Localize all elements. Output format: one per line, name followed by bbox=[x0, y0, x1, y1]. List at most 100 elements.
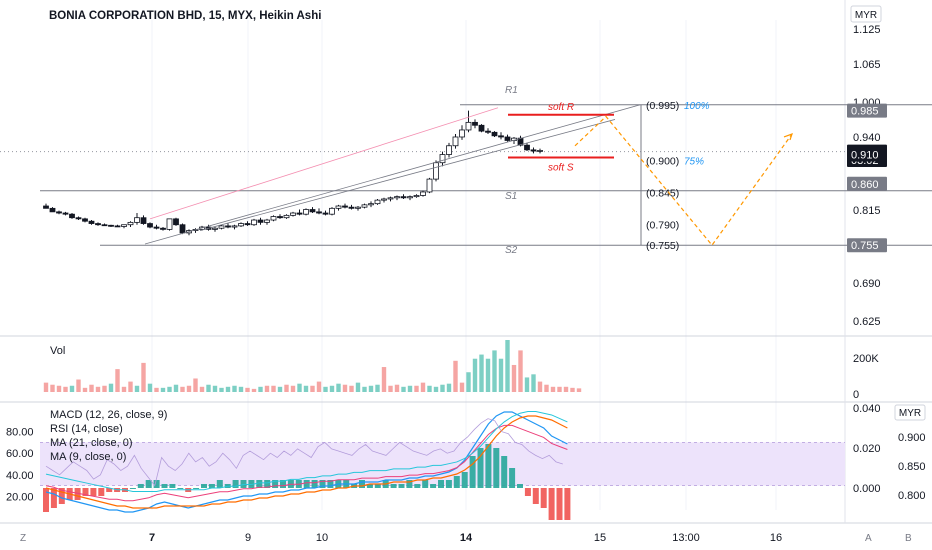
ma21-line bbox=[45, 424, 568, 502]
candle-body bbox=[75, 217, 82, 220]
macd-hist-bar bbox=[438, 480, 444, 488]
volume-bar bbox=[219, 387, 224, 392]
legend-ma21[interactable]: MA (21, close, 0) bbox=[50, 437, 133, 449]
volume-bar bbox=[479, 354, 484, 392]
ma9-line bbox=[45, 410, 568, 493]
fib-level-label: (0.900) bbox=[646, 155, 679, 167]
candle-body bbox=[491, 131, 498, 137]
volume-bar bbox=[245, 387, 250, 392]
volume-bar bbox=[466, 372, 471, 392]
fib-level-label: (0.755) bbox=[646, 240, 679, 252]
macd-hist-bar bbox=[517, 484, 523, 488]
candle-body bbox=[121, 224, 127, 227]
volume-bar bbox=[349, 385, 354, 392]
candle-body bbox=[335, 205, 342, 209]
macd-hist-bar bbox=[509, 468, 516, 488]
soft-level-label: soft S bbox=[548, 162, 574, 173]
candle-body bbox=[413, 195, 420, 198]
macd-hist-bar bbox=[82, 488, 89, 496]
macd-hist-bar bbox=[177, 488, 184, 489]
candle-body bbox=[231, 225, 238, 228]
volume-bar bbox=[76, 379, 81, 392]
volume-bar bbox=[173, 384, 179, 392]
macd-hist-bar bbox=[272, 480, 279, 488]
candle-body bbox=[485, 130, 491, 133]
candle-body bbox=[114, 225, 121, 228]
fib-level-label: (0.790) bbox=[646, 220, 679, 232]
volume-bar bbox=[82, 387, 88, 392]
candle-body bbox=[452, 136, 459, 147]
currency-badge[interactable]: MYR bbox=[850, 5, 882, 23]
candle-body bbox=[361, 204, 368, 208]
legend-rsi[interactable]: RSI (14, close) bbox=[50, 423, 123, 435]
fib-level-label: (0.995) bbox=[646, 100, 679, 112]
macd-hist-bar bbox=[232, 480, 239, 488]
volume-bar bbox=[206, 384, 211, 392]
ma-axis-badge-text: MYR bbox=[899, 408, 921, 419]
auto-scale-badge[interactable]: A bbox=[865, 533, 872, 544]
macd-hist-bar bbox=[422, 480, 429, 488]
macd-hist-bar bbox=[366, 484, 373, 488]
level-label-s1: S1 bbox=[505, 191, 517, 202]
rsi-band bbox=[40, 442, 845, 486]
candle-body bbox=[316, 211, 322, 214]
candle-body bbox=[439, 154, 446, 164]
volume-bar bbox=[141, 362, 146, 392]
volume-bar bbox=[485, 358, 491, 392]
volume-bar bbox=[69, 385, 75, 392]
macd-hist-bar bbox=[430, 484, 437, 488]
macd-hist-bar bbox=[193, 488, 200, 489]
log-scale-badge[interactable]: B bbox=[905, 533, 912, 544]
candle-body bbox=[303, 209, 309, 215]
overlay-layer: soft R soft S bbox=[144, 102, 793, 247]
legend-macd[interactable]: MACD (12, 26, close, 9) bbox=[50, 409, 167, 421]
volume-bar bbox=[492, 350, 497, 392]
volume-bar bbox=[108, 383, 114, 392]
volume-bar bbox=[284, 384, 289, 392]
macd-hist-bar bbox=[469, 456, 476, 488]
macd-hist-bar bbox=[453, 476, 460, 488]
candle-body bbox=[309, 209, 316, 213]
volume-bar bbox=[407, 385, 413, 392]
candles-layer bbox=[43, 110, 543, 236]
candle-body bbox=[108, 224, 114, 227]
indicator-layer bbox=[40, 410, 845, 520]
candle-body bbox=[446, 145, 452, 155]
candle-body bbox=[420, 191, 426, 196]
macd-hist-bar bbox=[256, 480, 263, 488]
macd-hist-bar bbox=[398, 484, 405, 488]
macd-hist-bar bbox=[414, 484, 421, 488]
macd-hist-bar bbox=[58, 488, 65, 504]
ma-tick-label: 0.850 bbox=[898, 461, 926, 473]
volume-bar bbox=[277, 386, 283, 392]
candle-body bbox=[140, 217, 147, 224]
macd-line bbox=[45, 411, 568, 513]
macd-hist-bar bbox=[327, 480, 334, 488]
macd-tick-label: 0.000 bbox=[853, 483, 881, 495]
volume-bar bbox=[154, 387, 159, 392]
macd-hist-bar bbox=[201, 484, 207, 488]
volume-bar bbox=[329, 385, 335, 392]
price-tag-box bbox=[847, 238, 887, 253]
legend-ma9[interactable]: MA (9, close, 0) bbox=[50, 451, 126, 463]
price-tick-label: 1.125 bbox=[853, 24, 881, 36]
macd-signal-line bbox=[45, 415, 568, 509]
ma-tick-label: 0.800 bbox=[898, 490, 926, 502]
macd-hist-bar bbox=[477, 448, 484, 488]
volume-bar bbox=[102, 385, 107, 392]
volume-bar bbox=[394, 384, 400, 392]
zoom-badge[interactable]: Z bbox=[20, 533, 26, 544]
volume-bar bbox=[355, 382, 361, 392]
currency-badge-text: MYR bbox=[855, 10, 877, 21]
ma-axis-badge[interactable]: MYR bbox=[894, 404, 926, 421]
candle-body bbox=[173, 218, 179, 226]
volume-bar bbox=[225, 386, 231, 392]
candle-body bbox=[147, 223, 153, 228]
price-tick-label: 0.815 bbox=[853, 205, 881, 217]
rsi-tick-label: 60.00 bbox=[6, 448, 34, 460]
fib-level-label: (0.845) bbox=[646, 188, 679, 200]
candle-body bbox=[368, 203, 374, 206]
volume-bar bbox=[453, 360, 458, 392]
candle-body bbox=[153, 226, 160, 229]
